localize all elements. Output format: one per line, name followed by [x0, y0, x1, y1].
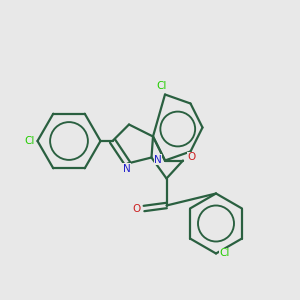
Text: N: N	[123, 164, 130, 174]
Text: Cl: Cl	[157, 80, 167, 91]
Text: O: O	[132, 203, 141, 214]
Text: O: O	[187, 152, 196, 163]
Text: N: N	[154, 155, 162, 165]
Text: Cl: Cl	[220, 248, 230, 259]
Text: Cl: Cl	[24, 136, 34, 146]
